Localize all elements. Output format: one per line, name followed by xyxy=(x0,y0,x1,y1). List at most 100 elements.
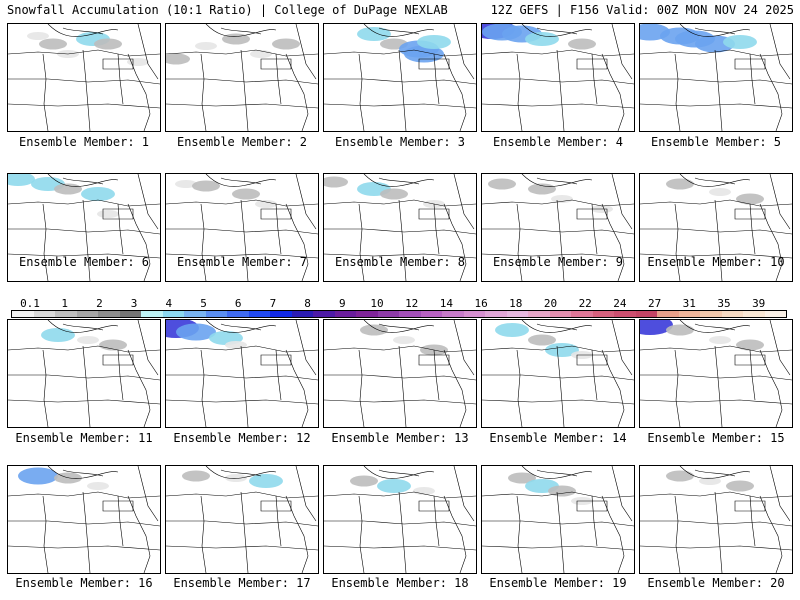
boundary-line xyxy=(443,203,467,281)
boundary-line xyxy=(759,349,783,427)
map-canvas xyxy=(8,320,160,427)
boundary-line xyxy=(295,174,317,230)
ensemble-map-panel xyxy=(7,319,161,428)
colorbar-tick-label: 4 xyxy=(165,297,173,310)
colorbar-tick-label: 16 xyxy=(474,297,488,310)
map-canvas xyxy=(640,24,792,131)
snowfall-area xyxy=(94,38,122,50)
boundary-line xyxy=(734,500,766,512)
snowfall-area xyxy=(127,58,149,66)
colorbar-swatch xyxy=(485,311,507,317)
map-title: Snowfall Accumulation (10:1 Ratio) | Col… xyxy=(7,3,448,17)
colorbar-swatch xyxy=(442,311,464,317)
boundary-line xyxy=(536,177,578,185)
boundary-line xyxy=(759,203,783,281)
boundary-line xyxy=(749,53,756,105)
boundary-line xyxy=(591,203,598,255)
colorbar-tick-label: 9 xyxy=(338,297,346,310)
boundary-line xyxy=(714,345,723,427)
snowfall-area xyxy=(709,188,731,196)
ensemble-member-label: Ensemble Member: 8 xyxy=(334,255,466,269)
snowfall-area xyxy=(709,336,731,344)
snowfall-area xyxy=(176,323,216,341)
map-canvas xyxy=(640,320,792,427)
colorbar-swatch xyxy=(377,311,399,317)
boundary-line xyxy=(433,349,440,401)
boundary-line xyxy=(576,58,608,70)
boundary-line xyxy=(482,520,634,527)
snowfall-area xyxy=(640,320,673,335)
colorbar-swatch xyxy=(141,311,163,317)
boundary-line xyxy=(295,320,317,376)
boundary-line xyxy=(611,24,633,80)
colorbar-tick-label: 31 xyxy=(682,297,696,310)
colorbar-swatch xyxy=(549,311,571,317)
boundary-line xyxy=(378,177,420,185)
boundary-line xyxy=(62,27,104,35)
boundary-line xyxy=(285,53,309,131)
boundary-line xyxy=(47,24,119,37)
boundary-line xyxy=(127,495,151,573)
boundary-line xyxy=(640,345,792,353)
snowfall-area xyxy=(8,174,35,186)
boundary-line xyxy=(694,469,736,477)
boundary-line xyxy=(433,203,440,255)
boundary-line xyxy=(443,495,467,573)
boundary-line xyxy=(516,495,523,573)
boundary-line xyxy=(679,466,751,479)
ensemble-member-label: Ensemble Member: 7 xyxy=(176,255,308,269)
snowfall-area xyxy=(18,467,58,485)
colorbar-swatch xyxy=(270,311,292,317)
boundary-line xyxy=(324,491,476,499)
colorbar-tick-label: 20 xyxy=(543,297,558,310)
colorbar-swatch xyxy=(571,311,593,317)
map-canvas xyxy=(166,320,318,427)
boundary-line xyxy=(453,174,475,230)
snowfall-area xyxy=(357,27,391,41)
boundary-line xyxy=(324,345,476,353)
ensemble-member-label: Ensemble Member: 5 xyxy=(650,135,782,149)
boundary-line xyxy=(679,24,751,37)
snowfall-area xyxy=(255,200,277,208)
boundary-line xyxy=(8,49,160,57)
colorbar-swatch xyxy=(313,311,335,317)
boundary-line xyxy=(117,349,124,401)
ensemble-map-panel xyxy=(323,465,477,574)
boundary-line xyxy=(137,466,159,522)
boundary-line xyxy=(220,177,262,185)
boundary-line xyxy=(220,27,262,35)
colorbar-tick-label: 39 xyxy=(752,297,766,310)
boundary-line xyxy=(482,399,634,405)
boundary-line xyxy=(734,58,766,70)
boundary-line xyxy=(285,349,309,427)
boundary-line xyxy=(734,354,766,366)
colorbar-tick-label: 5 xyxy=(200,297,207,310)
snowfall-area xyxy=(417,35,451,49)
ensemble-member-label: Ensemble Member: 4 xyxy=(492,135,624,149)
boundary-line xyxy=(42,203,49,281)
snowfall-area xyxy=(166,53,190,65)
ensemble-map-panel xyxy=(323,319,477,428)
colorbar-swatch xyxy=(334,311,356,317)
colorbar-swatch xyxy=(205,311,227,317)
snowfall-area xyxy=(232,188,260,200)
boundary-line xyxy=(694,323,736,331)
boundary-line xyxy=(769,320,791,376)
boundary-line xyxy=(714,49,723,131)
boundary-line xyxy=(42,349,49,427)
ensemble-member-label: Ensemble Member: 15 xyxy=(647,431,785,445)
boundary-line xyxy=(482,545,634,551)
snowfall-area xyxy=(548,485,576,497)
boundary-line xyxy=(640,545,792,551)
snowfall-area xyxy=(508,472,536,484)
boundary-line xyxy=(324,399,476,405)
boundary-line xyxy=(200,203,207,281)
boundary-line xyxy=(516,53,523,131)
snowfall-area xyxy=(736,339,764,351)
boundary-line xyxy=(601,495,625,573)
ensemble-member-label: Ensemble Member: 10 xyxy=(647,255,785,269)
map-canvas xyxy=(166,24,318,131)
boundary-line xyxy=(166,491,318,499)
boundary-line xyxy=(749,203,756,255)
boundary-line xyxy=(576,500,608,512)
